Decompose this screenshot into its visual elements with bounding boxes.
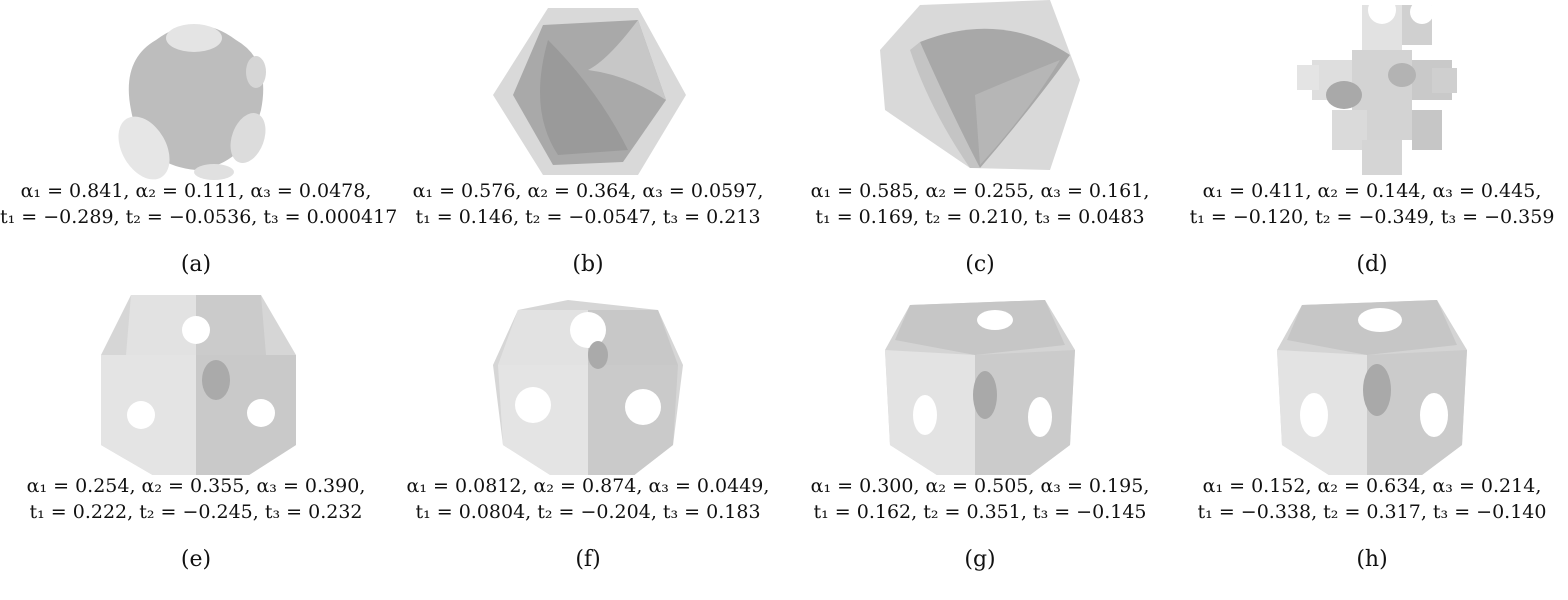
params-line-2: t₁ = 0.222, t₂ = −0.245, t₃ = 0.232 [29,501,363,523]
render-h [1272,295,1472,475]
params-line-1: α₁ = 0.576, α₂ = 0.364, α₃ = 0.0597, [412,180,764,202]
caption-a: (a) [180,252,212,277]
render-b [488,0,688,180]
params-g: α₁ = 0.300, α₂ = 0.505, α₃ = 0.195, t₁ =… [784,473,1176,525]
shape-perforated-cube-h [1277,300,1467,475]
shape-hollow-hexagon [493,8,686,175]
shape-rounded-cross-node [118,24,266,180]
params-line-1: α₁ = 0.300, α₂ = 0.505, α₃ = 0.195, [810,475,1150,497]
panel-f: α₁ = 0.0812, α₂ = 0.874, α₃ = 0.0449, t₁… [392,295,784,595]
params-line-1: α₁ = 0.0812, α₂ = 0.874, α₃ = 0.0449, [406,475,770,497]
shape-perforated-cube [885,300,1075,475]
params-line-2: t₁ = 0.146, t₂ = −0.0547, t₃ = 0.213 [415,206,761,228]
params-b: α₁ = 0.576, α₂ = 0.364, α₃ = 0.0597, t₁ … [392,178,784,230]
params-line-1: α₁ = 0.841, α₂ = 0.111, α₃ = 0.0478, [20,180,372,202]
params-line-1: α₁ = 0.152, α₂ = 0.634, α₃ = 0.214, [1202,475,1542,497]
caption-h: (h) [1356,547,1388,572]
caption-d: (d) [1356,252,1388,277]
params-c: α₁ = 0.585, α₂ = 0.255, α₃ = 0.161, t₁ =… [784,178,1176,230]
caption-c: (c) [965,252,995,277]
panel-g: α₁ = 0.300, α₂ = 0.505, α₃ = 0.195, t₁ =… [784,295,1176,595]
caption-g: (g) [964,547,996,572]
render-g [880,295,1080,475]
params-e: α₁ = 0.254, α₂ = 0.355, α₃ = 0.390, t₁ =… [0,473,392,525]
panel-b: α₁ = 0.576, α₂ = 0.364, α₃ = 0.0597, t₁ … [392,0,784,300]
params-h: α₁ = 0.152, α₂ = 0.634, α₃ = 0.214, t₁ =… [1176,473,1568,525]
params-a: α₁ = 0.841, α₂ = 0.111, α₃ = 0.0478, t₁ … [0,178,398,230]
params-line-2: t₁ = −0.338, t₂ = 0.317, t₃ = −0.140 [1197,501,1547,523]
panel-h: α₁ = 0.152, α₂ = 0.634, α₃ = 0.214, t₁ =… [1176,295,1568,595]
render-e [96,295,296,475]
params-line-2: t₁ = 0.0804, t₂ = −0.204, t₃ = 0.183 [415,501,761,523]
params-line-1: α₁ = 0.254, α₂ = 0.355, α₃ = 0.390, [26,475,366,497]
params-f: α₁ = 0.0812, α₂ = 0.874, α₃ = 0.0449, t₁… [392,473,784,525]
render-f [488,295,688,475]
render-c [880,0,1080,180]
params-line-2: t₁ = −0.120, t₂ = −0.349, t₃ = −0.359 [1189,206,1555,228]
caption-b: (b) [572,252,604,277]
panel-d: α₁ = 0.411, α₂ = 0.144, α₃ = 0.445, t₁ =… [1176,0,1568,300]
params-line-2: t₁ = 0.169, t₂ = 0.210, t₃ = 0.0483 [815,206,1145,228]
params-d: α₁ = 0.411, α₂ = 0.144, α₃ = 0.445, t₁ =… [1176,178,1568,230]
shape-hollow-cube [880,0,1080,170]
render-d [1272,0,1472,180]
params-line-2: t₁ = −0.289, t₂ = −0.0536, t₃ = 0.000417 [0,206,398,228]
panel-a: α₁ = 0.841, α₂ = 0.111, α₃ = 0.0478, t₁ … [0,0,398,300]
shape-branched-lattice [1297,0,1457,175]
caption-f: (f) [575,547,601,572]
params-line-1: α₁ = 0.411, α₂ = 0.144, α₃ = 0.445, [1202,180,1542,202]
params-line-2: t₁ = 0.162, t₂ = 0.351, t₃ = −0.145 [813,501,1147,523]
render-a [96,0,296,180]
shape-notched-cube-small [493,300,683,475]
panel-e: α₁ = 0.254, α₂ = 0.355, α₃ = 0.390, t₁ =… [0,295,392,595]
params-line-1: α₁ = 0.585, α₂ = 0.255, α₃ = 0.161, [810,180,1150,202]
caption-e: (e) [180,547,212,572]
shape-notched-cube [101,295,296,475]
panel-c: α₁ = 0.585, α₂ = 0.255, α₃ = 0.161, t₁ =… [784,0,1176,300]
